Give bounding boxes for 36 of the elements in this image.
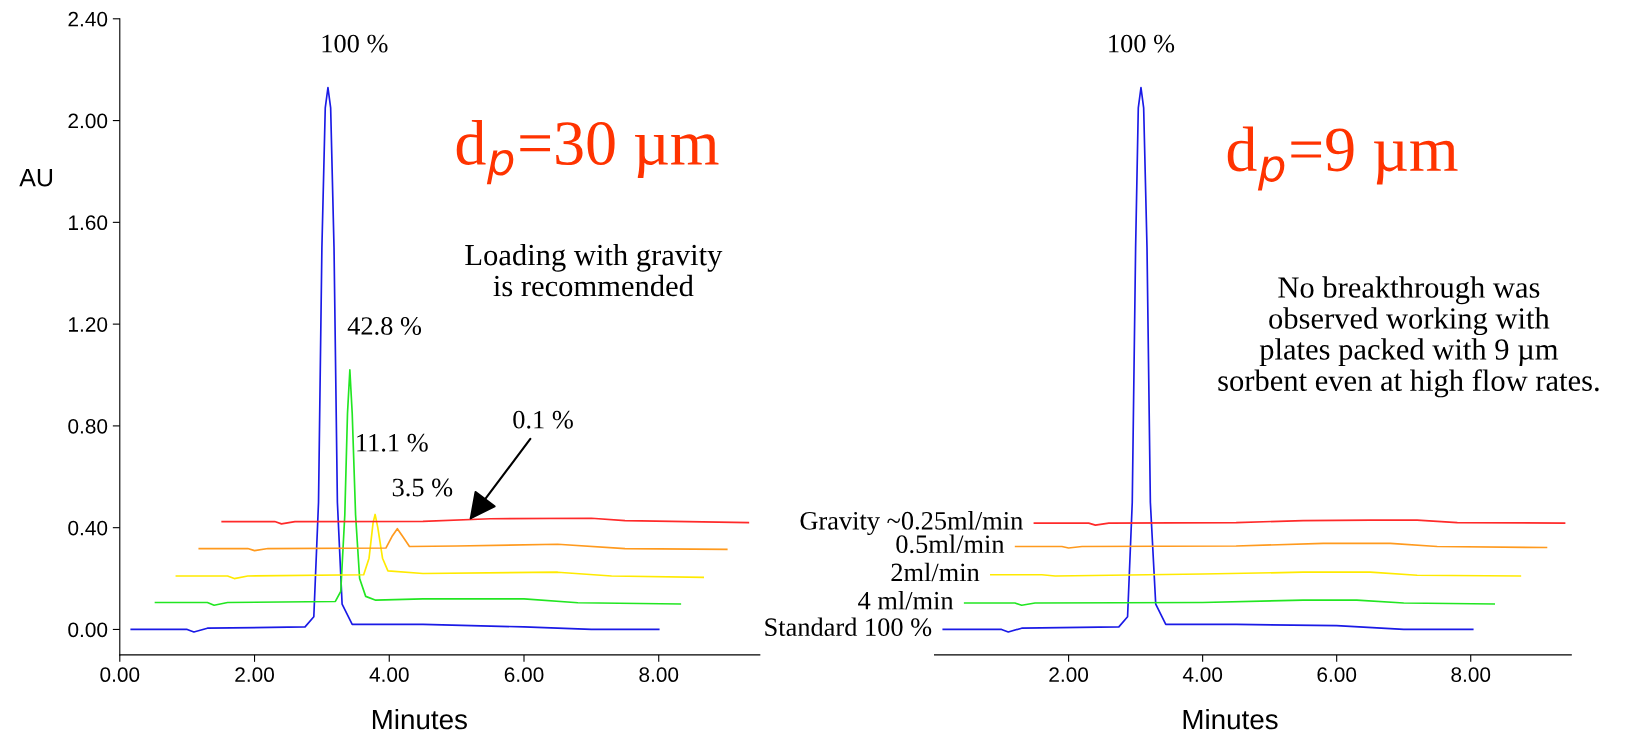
annotation: 3.5 % [392, 478, 453, 497]
annotation: 11.1 % [357, 433, 428, 452]
series-label: Standard 100 % [765, 617, 932, 637]
x-tick-label: 8.00 [1451, 667, 1491, 683]
text: d$_{p}$=30 µm [456, 120, 719, 185]
annotation: 0.1 % [513, 410, 573, 429]
x-tick-label: 2.00 [235, 667, 274, 683]
x-tick-label: 4.00 [369, 667, 409, 683]
x-tick-label: 6.00 [1317, 667, 1357, 683]
y-tick-label: 0.80 [68, 418, 108, 434]
y-tick-label: 0.40 [68, 520, 108, 536]
y-tick-label: 1.60 [69, 215, 108, 231]
x-tick-label: 8.00 [639, 667, 679, 683]
y-axis-title: AU [19, 169, 53, 187]
line-series [198, 527, 728, 552]
x-axis-title: Minutes [372, 708, 467, 730]
x-tick-label: 4.00 [1182, 667, 1223, 683]
y-tick-label: 2.00 [68, 113, 108, 129]
line-series [175, 513, 705, 580]
x-axis-title: Minutes [1183, 708, 1278, 730]
series-label: 4 ml/min [858, 591, 954, 610]
annotation: Loading with gravity is recommended [465, 243, 723, 297]
text: d$_{p}$=9 µm [1227, 126, 1458, 191]
annotation: 42.8 % [347, 317, 422, 335]
y-tick-label: 1.20 [69, 317, 108, 332]
x-tick-label: 6.00 [504, 667, 544, 683]
annotation: 100 % [1109, 34, 1175, 53]
series-label: 2ml/min [891, 562, 980, 582]
line-series [154, 369, 682, 607]
y-tick-label: 0.00 [68, 622, 108, 638]
x-tick-label: 2.00 [1049, 667, 1089, 683]
annotation: 100 % [322, 34, 388, 53]
y-tick-label: 2.40 [68, 11, 108, 27]
series-label: 0.5ml/min [896, 534, 1005, 554]
x-tick-label: 0.00 [100, 667, 140, 683]
annotation: No breakthrough was observed working with plates packed with 9 µm sorbent even at high flow rates. [1218, 276, 1599, 398]
